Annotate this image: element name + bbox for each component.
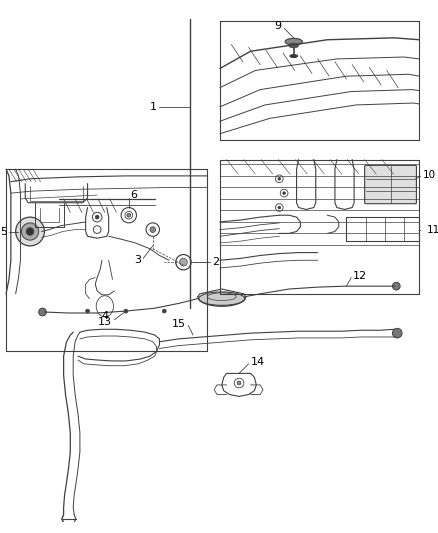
Circle shape: [392, 282, 400, 290]
Text: 15: 15: [172, 319, 186, 328]
Text: 14: 14: [251, 357, 265, 367]
Text: 10: 10: [423, 170, 436, 180]
Circle shape: [180, 259, 187, 266]
Circle shape: [237, 381, 241, 385]
Ellipse shape: [289, 43, 299, 48]
Circle shape: [21, 223, 39, 240]
Circle shape: [150, 227, 155, 232]
FancyBboxPatch shape: [365, 165, 417, 204]
Text: 5: 5: [0, 227, 7, 237]
Text: 6: 6: [130, 190, 137, 200]
Text: 11: 11: [427, 224, 438, 235]
Ellipse shape: [199, 292, 245, 305]
Text: 9: 9: [274, 21, 281, 31]
Text: 4: 4: [101, 311, 108, 321]
Ellipse shape: [290, 54, 297, 58]
Text: 2: 2: [212, 257, 219, 267]
Circle shape: [127, 213, 131, 217]
Circle shape: [278, 206, 281, 209]
Text: 12: 12: [353, 271, 367, 280]
Ellipse shape: [285, 38, 302, 45]
Circle shape: [16, 217, 44, 246]
Circle shape: [392, 328, 402, 338]
Circle shape: [124, 309, 128, 313]
Text: 3: 3: [134, 255, 141, 265]
Text: 1: 1: [150, 102, 157, 112]
Circle shape: [86, 309, 89, 313]
Circle shape: [162, 309, 166, 313]
Circle shape: [39, 308, 46, 316]
Circle shape: [26, 228, 34, 236]
Text: 13: 13: [98, 317, 112, 327]
Circle shape: [278, 177, 281, 180]
Circle shape: [95, 215, 99, 219]
Circle shape: [283, 192, 286, 195]
